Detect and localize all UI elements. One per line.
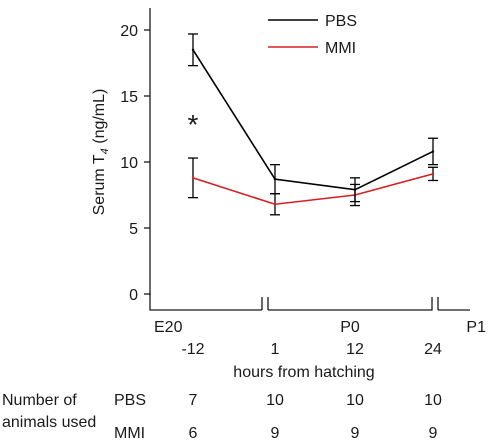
x-tick-labels: -12 1 12 24 bbox=[181, 341, 442, 358]
stage-label-p1: P1 bbox=[466, 319, 486, 336]
stage-labels: E20 P0 P1 bbox=[154, 319, 486, 336]
legend-label-pbs: PBS bbox=[325, 13, 357, 30]
legend-item-mmi: MMI bbox=[268, 40, 356, 57]
n-cell-pbs: 10 bbox=[266, 392, 284, 409]
y-tick-label: 10 bbox=[120, 155, 138, 172]
series-line-pbs bbox=[192, 49, 434, 191]
stage-bracket bbox=[149, 293, 470, 311]
x-tick-label: -12 bbox=[181, 341, 204, 358]
y-tick-label: 15 bbox=[120, 89, 138, 106]
y-tick-label: 20 bbox=[120, 23, 138, 40]
significance-marker: * bbox=[188, 109, 199, 140]
stage-label-e20: E20 bbox=[154, 319, 183, 336]
plot-area bbox=[188, 33, 438, 216]
n-table-row-label-mmi: MMI bbox=[114, 425, 145, 442]
data-point-pbs bbox=[431, 150, 435, 153]
y-axis-label: Serum T4 (ng/mL) bbox=[91, 89, 111, 216]
n-cell-mmi: 6 bbox=[189, 425, 198, 442]
x-tick-label: 1 bbox=[271, 341, 280, 358]
series-line-mmi bbox=[192, 173, 434, 206]
series-pbs bbox=[188, 33, 438, 203]
n-table-row-label-pbs: PBS bbox=[114, 392, 146, 409]
data-point-pbs bbox=[273, 177, 277, 181]
legend: PBS MMI bbox=[268, 13, 357, 57]
data-point-mmi bbox=[273, 203, 277, 206]
stage-label-p0: P0 bbox=[340, 319, 360, 336]
n-cell-mmi: 9 bbox=[271, 425, 280, 442]
data-point-mmi bbox=[431, 172, 435, 176]
x-axis-label: hours from hatching bbox=[233, 364, 374, 381]
n-table-header-line1: Number of bbox=[2, 392, 77, 409]
data-point-pbs bbox=[353, 188, 357, 191]
n-cell-mmi: 9 bbox=[429, 425, 438, 442]
y-tick-label: 5 bbox=[129, 221, 138, 238]
n-cell-pbs: 7 bbox=[189, 392, 198, 409]
n-table: Number of animals used PBS MMI 7 10 10 10 6 9… bbox=[2, 392, 442, 442]
n-table-header-line2: animals used bbox=[2, 414, 96, 431]
legend-item-pbs: PBS bbox=[268, 13, 357, 30]
data-point-mmi bbox=[191, 176, 195, 180]
y-tick-label: 0 bbox=[129, 287, 138, 304]
n-cell-pbs: 10 bbox=[346, 392, 364, 409]
legend-label-mmi: MMI bbox=[325, 40, 356, 57]
x-tick-label: 12 bbox=[346, 341, 364, 358]
y-axis: 0 5 10 15 20 Serum T4 (ng/mL) bbox=[91, 8, 151, 304]
data-point-pbs bbox=[191, 48, 195, 51]
n-cell-mmi: 9 bbox=[351, 425, 360, 442]
n-cell-pbs: 10 bbox=[424, 392, 442, 409]
x-tick-label: 24 bbox=[424, 341, 442, 358]
